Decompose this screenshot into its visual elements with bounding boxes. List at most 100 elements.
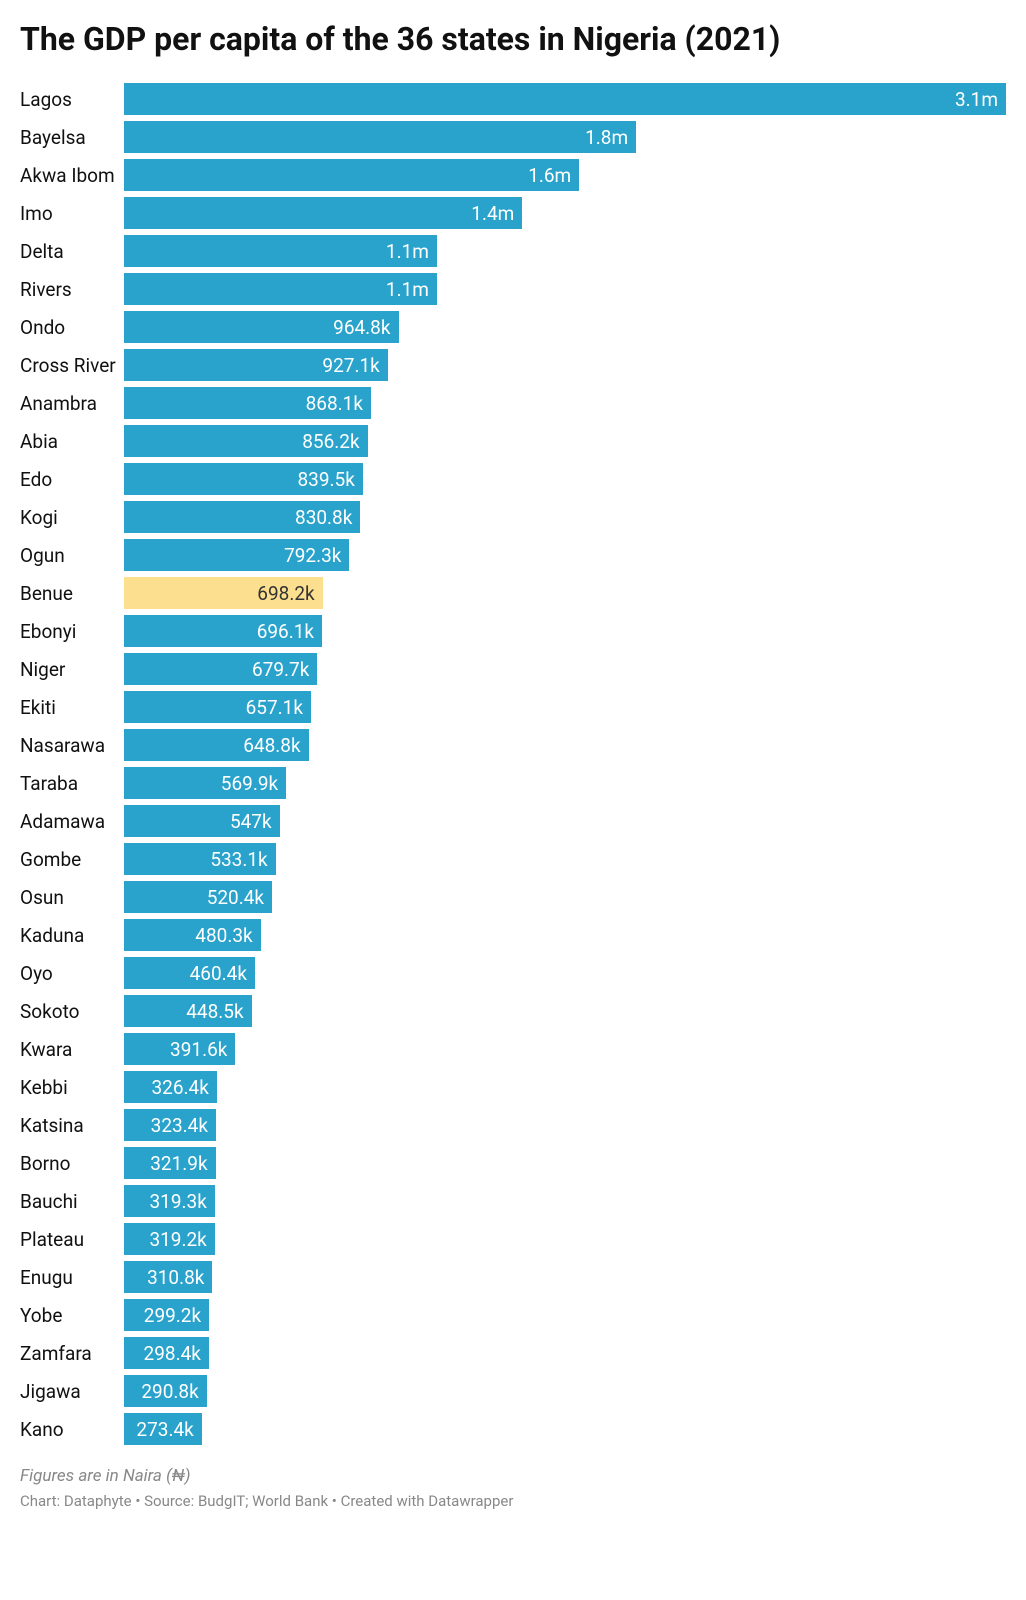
chart-row: Kwara 391.6k — [20, 1030, 1006, 1068]
bar-track: 569.9k — [124, 767, 1006, 799]
bar-label: Nasarawa — [20, 734, 124, 757]
bar-value: 520.4k — [207, 886, 272, 909]
bar-value: 480.3k — [195, 924, 260, 947]
bar: 310.8k — [124, 1261, 212, 1293]
chart-row: Benue698.2k — [20, 574, 1006, 612]
bar-track: 964.8k — [124, 311, 1006, 343]
chart-row: Niger679.7k — [20, 650, 1006, 688]
bar-label: Delta — [20, 240, 124, 263]
bar: 547k — [124, 805, 280, 837]
bar-label: Osun — [20, 886, 124, 909]
chart-row: Oyo460.4k — [20, 954, 1006, 992]
bar: 460.4k — [124, 957, 255, 989]
chart-row: Kano273.4k — [20, 1410, 1006, 1448]
chart-container: The GDP per capita of the 36 states in N… — [0, 0, 1026, 1534]
bar-value: 792.3k — [284, 544, 349, 567]
bar: 448.5k — [124, 995, 252, 1027]
chart-row: Nasarawa648.8k — [20, 726, 1006, 764]
bar-label: Kano — [20, 1418, 124, 1441]
chart-credit: Chart: Dataphyte • Source: BudgIT; World… — [20, 1492, 1006, 1510]
bar: 698.2k — [124, 577, 323, 609]
chart-row: Enugu310.8k — [20, 1258, 1006, 1296]
bar-label: Bayelsa — [20, 126, 124, 149]
bar: 792.3k — [124, 539, 349, 571]
bar-label: Cross River — [20, 354, 124, 377]
chart-row: Taraba569.9k — [20, 764, 1006, 802]
bar-track: 856.2k — [124, 425, 1006, 457]
bar-value: 3.1m — [955, 88, 1006, 111]
bar-value: 448.5k — [186, 1000, 251, 1023]
bar-track: 1.8m — [124, 121, 1006, 153]
bar: 648.8k — [124, 729, 309, 761]
chart-row: Katsina323.4k — [20, 1106, 1006, 1144]
bar-chart: Lagos3.1mBayelsa1.8mAkwa Ibom1.6mImo1.4m… — [20, 80, 1006, 1448]
bar-value: 964.8k — [333, 316, 398, 339]
bar: 839.5k — [124, 463, 363, 495]
bar-value: 323.4k — [151, 1114, 216, 1137]
bar: 569.9k — [124, 767, 286, 799]
chart-row: Adamawa547k — [20, 802, 1006, 840]
chart-row: Borno321.9k — [20, 1144, 1006, 1182]
bar-track: 1.1m — [124, 273, 1006, 305]
bar-label: Kwara — [20, 1038, 124, 1061]
bar: 1.6m — [124, 159, 579, 191]
bar-label: Plateau — [20, 1228, 124, 1251]
bar-label: Abia — [20, 430, 124, 453]
bar-value: 310.8k — [147, 1266, 212, 1289]
chart-row: Anambra 868.1k — [20, 384, 1006, 422]
bar: 868.1k — [124, 387, 371, 419]
bar-label: Ekiti — [20, 696, 124, 719]
bar-track: 698.2k — [124, 577, 1006, 609]
bar-label: Niger — [20, 658, 124, 681]
bar-value: 696.1k — [257, 620, 322, 643]
bar: 856.2k — [124, 425, 368, 457]
bar: 964.8k — [124, 311, 399, 343]
chart-row: Bauchi319.3k — [20, 1182, 1006, 1220]
bar-track: 533.1k — [124, 843, 1006, 875]
bar-value: 1.8m — [585, 126, 636, 149]
bar-value: 299.2k — [144, 1304, 209, 1327]
bar-value: 839.5k — [297, 468, 362, 491]
bar-track: 520.4k — [124, 881, 1006, 913]
bar-label: Ogun — [20, 544, 124, 567]
bar-value: 698.2k — [257, 582, 322, 605]
bar-label: Anambra — [20, 392, 124, 415]
bar: 273.4k — [124, 1413, 202, 1445]
bar-value: 868.1k — [306, 392, 371, 415]
chart-row: Edo839.5k — [20, 460, 1006, 498]
bar: 299.2k — [124, 1299, 209, 1331]
bar: 927.1k — [124, 349, 388, 381]
bar-value: 298.4k — [144, 1342, 209, 1365]
bar: 290.8k — [124, 1375, 207, 1407]
chart-row: Ekiti657.1k — [20, 688, 1006, 726]
bar-value: 460.4k — [190, 962, 255, 985]
bar-value: 1.6m — [528, 164, 579, 187]
bar-label: Taraba — [20, 772, 124, 795]
bar: 3.1m — [124, 83, 1006, 115]
bar-track: 480.3k — [124, 919, 1006, 951]
bar-value: 391.6k — [170, 1038, 235, 1061]
bar-label: Zamfara — [20, 1342, 124, 1365]
bar-track: 448.5k — [124, 995, 1006, 1027]
bar-label: Kebbi — [20, 1076, 124, 1099]
bar-label: Jigawa — [20, 1380, 124, 1403]
bar-label: Rivers — [20, 278, 124, 301]
bar-track: 310.8k — [124, 1261, 1006, 1293]
chart-row: Abia856.2k — [20, 422, 1006, 460]
bar-track: 792.3k — [124, 539, 1006, 571]
bar-track: 3.1m — [124, 83, 1006, 115]
bar: 679.7k — [124, 653, 317, 685]
bar-track: 460.4k — [124, 957, 1006, 989]
bar-label: Ebonyi — [20, 620, 124, 643]
chart-row: Yobe299.2k — [20, 1296, 1006, 1334]
bar-value: 533.1k — [210, 848, 275, 871]
chart-row: Ebonyi 696.1k — [20, 612, 1006, 650]
bar: 696.1k — [124, 615, 322, 647]
bar: 1.1m — [124, 235, 437, 267]
bar-track: 290.8k — [124, 1375, 1006, 1407]
bar: 657.1k — [124, 691, 311, 723]
chart-row: Sokoto448.5k — [20, 992, 1006, 1030]
bar-value: 319.3k — [149, 1190, 214, 1213]
bar-value: 290.8k — [141, 1380, 206, 1403]
bar-track: 326.4k — [124, 1071, 1006, 1103]
